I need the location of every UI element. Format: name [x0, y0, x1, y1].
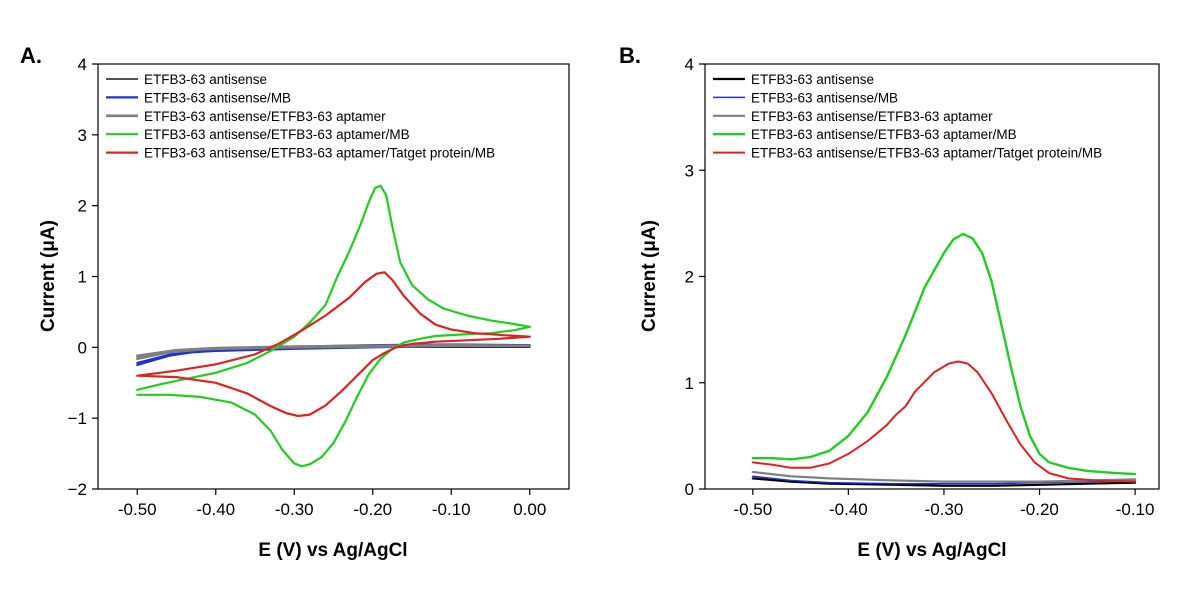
- panel-b-y-tick-label: 2: [685, 268, 694, 287]
- panel-b-series-line-5: [751, 360, 1137, 483]
- panel-a-legend-label-2: ETFB3-63 antisense/MB: [144, 90, 291, 105]
- panel-b-x-tick-label: -0.50: [733, 500, 772, 519]
- panel-a-y-tick-label: 4: [78, 55, 87, 74]
- panel-a-chart: A. -0.50 -0.40 -0.30 -0.20 -0.10 0.00 −2 −1 0 1 2 3…: [20, 43, 570, 561]
- panel-b-chart: B. -0.50 -0.40 -0.30 -0.20 -0.10 0 1 2 3 4 ETFB3-…: [619, 43, 1160, 561]
- panel-b-x-axis-label: E (V) vs Ag/AgCl: [857, 540, 1006, 561]
- panel-a-legend-label-1: ETFB3-63 antisense: [144, 72, 267, 87]
- panel-b-y-tick-label: 1: [685, 374, 694, 393]
- panel-b-series-layer: [751, 232, 1137, 487]
- panel-a-x-tick-label: 0.00: [513, 500, 546, 519]
- panel-a-x-tick-label: -0.30: [275, 500, 314, 519]
- panel-b-y-tick-label: 4: [685, 55, 694, 74]
- panel-b-y-tick-label: 3: [685, 161, 694, 180]
- panel-b-legend: ETFB3-63 antisense ETFB3-63 antisense/MB E…: [713, 72, 1102, 161]
- panel-a-x-axis-label: E (V) vs Ag/AgCl: [258, 540, 407, 561]
- panel-b-legend-label-2: ETFB3-63 antisense/MB: [751, 90, 898, 105]
- panel-b-y-tick-label: 0: [685, 480, 694, 499]
- panel-a-x-tick-label: -0.20: [353, 500, 392, 519]
- panel-a-x-tick-label: -0.10: [432, 500, 471, 519]
- panel-b-legend-label-5: ETFB3-63 antisense/ETFB3-63 aptamer/Tatg…: [751, 146, 1102, 161]
- panel-b-label: B.: [619, 43, 641, 68]
- panel-a-plot-area: -0.50 -0.40 -0.30 -0.20 -0.10 0.00 −2 −1 0 1 2 3 4 E…: [68, 55, 570, 519]
- panel-b-y-axis-label: Current (μA): [639, 220, 660, 332]
- panel-a-y-tick-label: −1: [68, 409, 87, 428]
- panel-b-tick-layer: -0.50 -0.40 -0.30 -0.20 -0.10 0 1 2 3 4: [685, 55, 1155, 519]
- panel-a-series-line-4: [136, 184, 531, 468]
- panel-b-x-tick-label: -0.30: [925, 500, 964, 519]
- panel-b-x-tick-label: -0.10: [1116, 500, 1155, 519]
- panel-a-series-line-3: [136, 343, 532, 360]
- panel-b-legend-label-4: ETFB3-63 antisense/ETFB3-63 aptamer/MB: [751, 127, 1017, 142]
- panel-a-legend: ETFB3-63 antisense ETFB3-63 antisense/MB E…: [106, 72, 495, 161]
- panel-a-legend-label-5: ETFB3-63 antisense/ETFB3-63 aptamer/Tatg…: [144, 146, 495, 161]
- panel-b-series-line-4: [751, 232, 1137, 476]
- panel-a-legend-label-4: ETFB3-63 antisense/ETFB3-63 aptamer/MB: [144, 127, 410, 142]
- panel-a-series-layer: [136, 184, 532, 468]
- panel-a-y-axis-label: Current (μA): [38, 220, 59, 332]
- panel-a-label: A.: [20, 43, 42, 68]
- panel-b-legend-label-3: ETFB3-63 antisense/ETFB3-63 aptamer: [751, 109, 993, 124]
- panel-a-x-tick-label: -0.40: [196, 500, 235, 519]
- panel-a-legend-label-3: ETFB3-63 antisense/ETFB3-63 aptamer: [144, 109, 386, 124]
- panel-a-y-tick-label: 1: [78, 268, 87, 287]
- panel-a-tick-layer: -0.50 -0.40 -0.30 -0.20 -0.10 0.00 −2 −1 0 1 2 3 4: [68, 55, 547, 519]
- panel-b-x-tick-label: -0.40: [829, 500, 868, 519]
- panel-a-y-tick-label: −2: [68, 480, 87, 499]
- panel-b-x-tick-label: -0.20: [1020, 500, 1059, 519]
- panel-b-series-line-3: [751, 470, 1137, 483]
- panel-a-y-tick-label: 0: [78, 338, 87, 357]
- panel-a-x-tick-label: -0.50: [118, 500, 157, 519]
- panel-a-y-tick-label: 2: [78, 197, 87, 216]
- panel-b-plot-area: -0.50 -0.40 -0.30 -0.20 -0.10 0 1 2 3 4 ETFB3-63 …: [685, 55, 1160, 519]
- panel-a-y-tick-label: 3: [78, 126, 87, 145]
- panel-b-legend-label-1: ETFB3-63 antisense: [751, 72, 874, 87]
- panel-b-series-line-1: [751, 477, 1137, 487]
- panel-a-series-line-5: [136, 271, 531, 418]
